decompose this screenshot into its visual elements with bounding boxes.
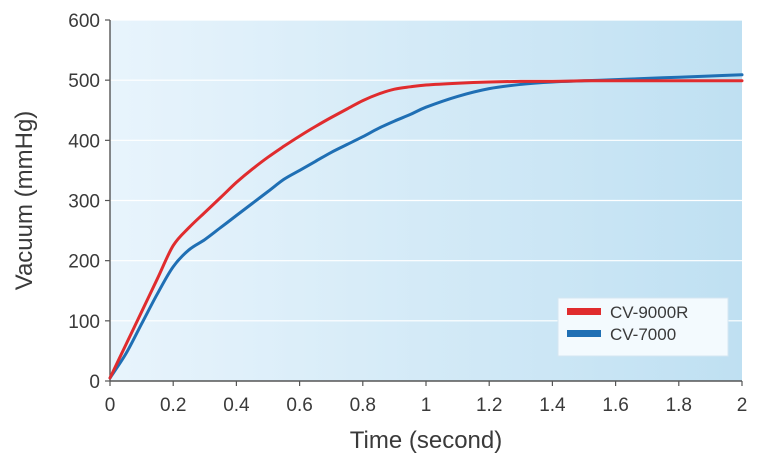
x-tick-label-4: 0.8 — [350, 395, 376, 416]
series-lines — [108, 73, 744, 380]
y-tick-label-5: 500 — [68, 71, 100, 92]
x-tick-label-5: 1 — [421, 395, 432, 416]
x-tick-label-10: 2 — [737, 395, 748, 416]
x-axis-title: Time (second) — [350, 427, 502, 454]
legend-label-cv-7000: CV-7000 — [610, 325, 676, 344]
y-axis-title: Vacuum (mmHg) — [11, 111, 38, 291]
y-tick-label-1: 100 — [68, 312, 100, 333]
legend-label-cv-9000r: CV-9000R — [610, 303, 688, 322]
legend-box — [557, 297, 729, 357]
legend-swatch-cv-9000r — [567, 308, 601, 315]
y-tick-label-3: 300 — [68, 192, 100, 213]
series-line-cv-9000r — [108, 79, 744, 380]
x-tick-label-3: 0.6 — [286, 395, 312, 416]
x-tick-label-1: 0.2 — [160, 395, 186, 416]
y-axis-ticks: 0 100 200 300 400 500 600 — [68, 11, 110, 393]
x-tick-label-2: 0.4 — [223, 395, 250, 416]
x-tick-label-9: 1.8 — [666, 395, 692, 416]
y-tick-label-6: 600 — [68, 11, 100, 32]
x-tick-label-8: 1.6 — [602, 395, 628, 416]
x-tick-label-0: 0 — [105, 395, 116, 416]
y-tick-label-4: 400 — [68, 131, 100, 152]
x-tick-label-6: 1.2 — [476, 395, 502, 416]
y-tick-label-0: 0 — [89, 372, 100, 393]
legend-swatch-cv-7000 — [567, 330, 601, 337]
x-axis-ticks: 0 0.2 0.4 0.6 0.8 1 1.2 1.4 1.6 1.8 2 — [105, 381, 748, 416]
x-tick-label-7: 1.4 — [539, 395, 566, 416]
y-tick-label-2: 200 — [68, 252, 100, 273]
legend: CV-9000R CV-7000 — [557, 297, 729, 357]
